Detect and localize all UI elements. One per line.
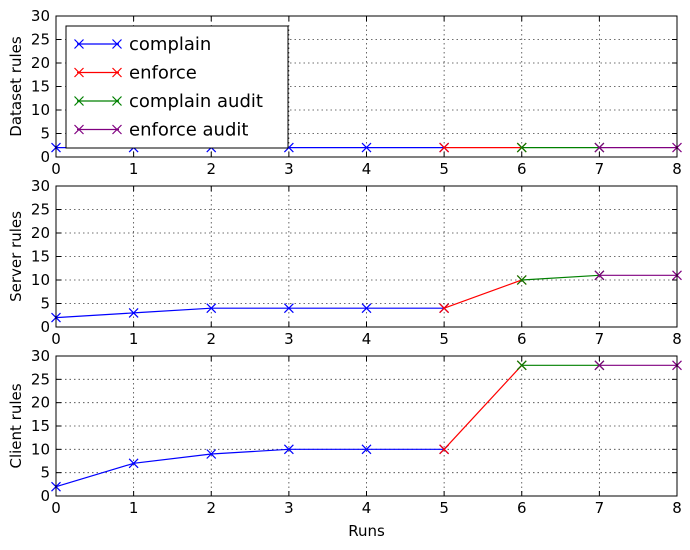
legend-box [65, 25, 289, 149]
x-tick-label: 1 [129, 160, 139, 178]
data-point-complain [206, 303, 217, 314]
data-point-complain [128, 307, 139, 318]
x-tick-label: 6 [517, 330, 527, 348]
series-line-enforce [443, 364, 523, 450]
x-tick-label: 4 [362, 160, 372, 178]
y-tick-label: 0 [40, 318, 50, 336]
y-tick-label: 30 [31, 347, 50, 365]
legend: complain enforce complain audit enforce aud… [65, 25, 289, 149]
data-point-complain-audit [516, 360, 527, 371]
data-point-enforce [439, 142, 450, 153]
legend-marker-enforce-audit [112, 124, 122, 135]
x-tick-label: 6 [517, 160, 527, 178]
y-axis-label: Dataset rules [7, 36, 25, 137]
data-point-enforce [439, 444, 450, 455]
data-point-complain [128, 458, 139, 469]
y-axis-label: Client rules [7, 383, 25, 468]
y-tick-label: 25 [31, 201, 50, 219]
x-tick-label: 8 [672, 160, 682, 178]
x-tick-label: 8 [672, 330, 682, 348]
series-line-complain [55, 448, 445, 488]
data-point-complain [206, 449, 217, 459]
x-tick-label: 6 [517, 499, 527, 517]
data-point-enforce-audit [594, 360, 605, 371]
data-point-complain-audit [516, 275, 527, 285]
legend-marker-complain-audit [112, 96, 122, 106]
series-line-enforce [443, 279, 522, 309]
x-tick-label: 0 [51, 499, 61, 517]
x-tick-label: 1 [129, 330, 139, 348]
data-point-complain [283, 303, 294, 314]
x-tick-label: 5 [439, 330, 449, 348]
series-line-complain [55, 307, 445, 319]
legend-label-enforce: enforce [129, 63, 197, 84]
data-point-enforce-audit [594, 142, 605, 153]
x-tick-label: 7 [595, 160, 605, 178]
x-tick-label: 5 [439, 160, 449, 178]
y-tick-label: 0 [40, 487, 50, 505]
legend-label-complain: complain [129, 34, 211, 55]
axes-frame [55, 15, 678, 158]
y-tick-label: 20 [31, 54, 50, 72]
data-point-complain-audit [516, 142, 527, 153]
x-tick-label: 2 [206, 499, 216, 517]
x-tick-label: 4 [362, 330, 372, 348]
y-tick-label: 10 [31, 101, 50, 119]
y-tick-label: 10 [31, 271, 50, 289]
y-tick-label: 20 [31, 224, 50, 242]
x-tick-label: 0 [51, 330, 61, 348]
x-axis-label: Runs [348, 522, 385, 540]
series-line-complain-audit [521, 274, 600, 281]
y-tick-label: 10 [31, 440, 50, 458]
data-point-enforce [439, 303, 450, 314]
y-tick-label: 5 [40, 464, 50, 482]
y-tick-label: 30 [31, 177, 50, 195]
legend-label-complain-audit: complain audit [129, 91, 263, 112]
legend-marker-enforce-audit [74, 124, 84, 135]
y-axis-label: Server rules [7, 211, 25, 302]
x-tick-label: 3 [284, 499, 294, 517]
x-tick-label: 0 [51, 160, 61, 178]
legend-marker-complain-audit [74, 96, 84, 106]
data-point-complain [361, 444, 372, 455]
y-tick-label: 30 [31, 7, 50, 25]
legend-marker-enforce [74, 67, 84, 78]
y-tick-label: 5 [40, 295, 50, 313]
y-tick-label: 15 [31, 78, 50, 96]
legend-marker-complain [74, 39, 84, 49]
legend-marker-enforce [112, 67, 122, 78]
x-tick-label: 8 [672, 499, 682, 517]
y-tick-label: 5 [40, 125, 50, 143]
data-point-enforce-audit [594, 270, 605, 281]
legend-marker-complain [112, 39, 122, 49]
y-tick-label: 25 [31, 370, 50, 388]
legend-label-enforce-audit: enforce audit [129, 120, 248, 141]
x-tick-label: 4 [362, 499, 372, 517]
y-tick-label: 0 [40, 148, 50, 166]
x-tick-label: 7 [595, 499, 605, 517]
x-tick-label: 2 [206, 160, 216, 178]
data-point-complain [361, 303, 372, 314]
y-tick-label: 15 [31, 417, 50, 435]
x-tick-label: 1 [129, 499, 139, 517]
data-point-complain [283, 444, 294, 455]
x-tick-label: 3 [284, 330, 294, 348]
y-tick-label: 15 [31, 248, 50, 266]
y-tick-label: 25 [31, 31, 50, 49]
x-tick-label: 3 [284, 160, 294, 178]
y-tick-label: 20 [31, 394, 50, 412]
x-tick-label: 2 [206, 330, 216, 348]
data-point-complain [361, 142, 372, 153]
axes-frame [55, 355, 678, 497]
axes-frame [55, 185, 678, 328]
x-tick-label: 7 [595, 330, 605, 348]
x-tick-label: 5 [439, 499, 449, 517]
